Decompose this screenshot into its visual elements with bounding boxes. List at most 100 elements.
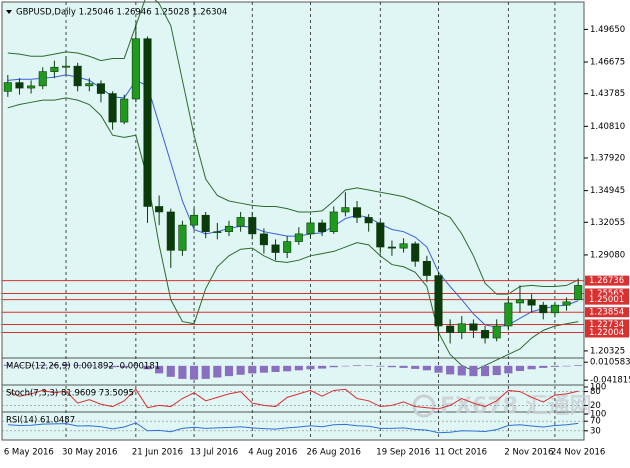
menu-arrow[interactable] [6,10,12,14]
candle-body [3,82,12,92]
candle-body [120,98,129,123]
level-label-box [585,294,629,305]
y-tick-label: 70 [590,417,601,427]
macd-bar [283,365,292,372]
chart-title: GBPUSD,Daily 1.25046 1.26946 1.25028 1.2… [16,8,227,18]
y-tick-label: 1.43785 [590,89,625,99]
candle-body [248,217,257,235]
level-label: 1.22004 [589,328,624,338]
candle-body [15,82,24,89]
macd-bar [236,365,245,375]
candle-body [318,222,327,232]
candle-body [143,38,152,207]
y-tick-label: 1.20325 [590,346,625,356]
macd-bar [38,364,47,366]
candle-body [213,231,222,233]
candle-body [387,246,396,249]
candle-body [50,66,59,72]
macd-bar [574,365,583,366]
x-tick-label: 26 Aug 2016 [306,448,360,458]
candle-body [574,285,583,300]
macd-bar [189,365,199,380]
candle-body [131,38,140,100]
y-tick-label: 1.46675 [590,58,625,68]
macd-bar [224,365,234,377]
candle-body [166,211,175,251]
macd-bar [271,365,280,373]
macd-bar [446,365,455,375]
candle-body [61,65,71,68]
candle-body [224,225,234,232]
x-tick-label: 24 Nov 2016 [551,448,605,458]
candle-body [96,83,105,94]
candle-body [411,243,420,262]
watermark: FX678 汇通网 [440,394,592,419]
x-tick-label: 19 Sep 2016 [376,448,430,458]
candle-body [73,65,82,87]
candle-body [527,299,536,306]
indicator-title: Stoch(7,3,3) 81.9609 73.5095 [6,389,134,399]
y-tick-label: 0.010583 [590,358,630,368]
level-label: 1.26736 [589,276,624,286]
macd-bar [434,365,443,373]
indicator-line [7,388,579,410]
indicator-line [7,422,579,434]
macd-bar [341,365,350,367]
macd-bar [318,365,327,369]
macd-bar [504,365,513,374]
bollinger-band [7,0,579,295]
candle-body [178,224,187,251]
candle-body [550,304,559,314]
candle-body [481,330,490,339]
candle-body [422,260,431,276]
macd-bar [387,365,397,368]
x-tick-label: 6 May 2016 [4,448,54,458]
candle-body [341,207,350,213]
macd-bar [480,365,490,377]
candle-body [155,206,164,213]
macd-bar [411,365,420,369]
candle-body [283,241,292,253]
macd-bar [166,365,175,377]
candle-body [294,233,303,242]
macd-bar [364,365,373,366]
level-label: 1.22734 [589,320,624,330]
macd-bar [376,365,385,367]
macd-bar [155,365,164,374]
macd-bar [15,365,24,366]
x-tick-label: 11 Oct 2016 [435,448,488,458]
macd-bar [562,365,571,367]
candle-body [399,243,408,249]
y-tick-label: 1.29080 [590,250,625,260]
level-label: 1.25001 [589,295,624,305]
candle-body [236,217,245,227]
macd-bar [515,365,525,371]
macd-bar [213,365,222,378]
macd-bar [352,365,362,366]
y-tick-label: 20 [590,401,601,411]
y-tick-label: -0.041815 [590,376,630,386]
macd-bar [178,365,187,379]
macd-bar [294,365,303,371]
x-tick-label: 4 Aug 2016 [248,448,297,458]
level-label-box [585,288,629,299]
macd-bar [27,365,36,366]
candle-body [190,214,199,226]
candle-body [364,217,373,224]
candle-body [446,325,455,333]
candle-body [201,214,210,232]
candle-body [329,211,338,232]
level-label: 1.23854 [589,308,624,318]
macd-bar [399,365,408,368]
x-tick-label: 2 Nov 2016 [504,448,553,458]
macd-bar [3,364,12,366]
macd-bar [527,365,536,370]
candle-body [539,304,548,314]
y-tick-label: 1.37920 [590,154,625,164]
candle-body [515,299,525,304]
level-label-box [585,307,629,318]
candle-body [492,325,501,339]
y-tick-label: 1.40810 [590,122,625,132]
